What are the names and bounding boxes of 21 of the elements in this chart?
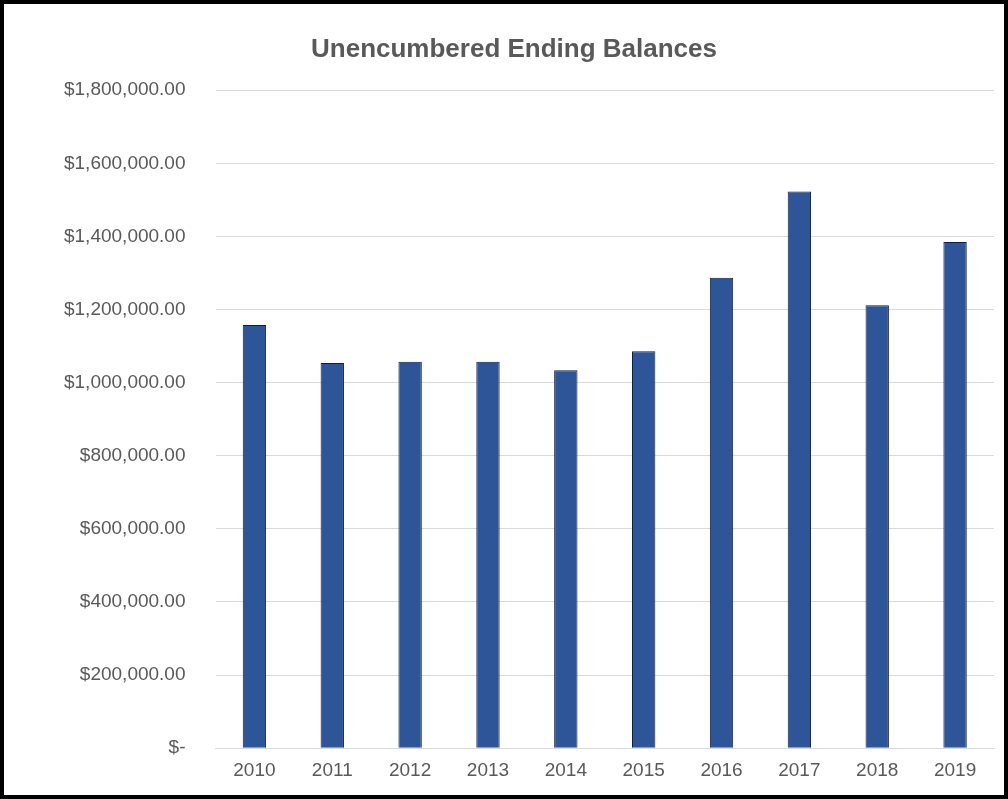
x-tick-label: 2017 <box>778 758 821 780</box>
y-tick-label: $- <box>168 736 186 758</box>
x-tick-label: 2010 <box>233 758 276 780</box>
y-tick-label: $1,400,000.00 <box>63 224 186 246</box>
x-tick-label: 2012 <box>388 758 432 780</box>
y-tick-label: $1,600,000.00 <box>63 151 186 173</box>
x-tick-label: 2019 <box>933 758 977 780</box>
x-tick-label: 2013 <box>466 758 510 780</box>
y-tick-label: $200,000.00 <box>79 663 186 685</box>
y-tick-label: $600,000.00 <box>79 517 186 539</box>
chart-title: Unencumbered Ending Balances <box>311 32 717 63</box>
y-tick-label: $400,000.00 <box>79 590 186 612</box>
y-tick-label: $1,800,000.00 <box>63 78 186 100</box>
y-tick-label: $1,000,000.00 <box>63 370 186 392</box>
y-tick-label: $800,000.00 <box>79 443 186 465</box>
y-tick-label: $1,200,000.00 <box>63 297 186 319</box>
x-tick-label: 2011 <box>311 758 353 780</box>
x-tick-label: 2016 <box>700 758 743 780</box>
x-tick-label: 2014 <box>544 758 588 780</box>
x-tick-label: 2018 <box>856 758 899 780</box>
x-tick-label: 2015 <box>622 758 665 780</box>
